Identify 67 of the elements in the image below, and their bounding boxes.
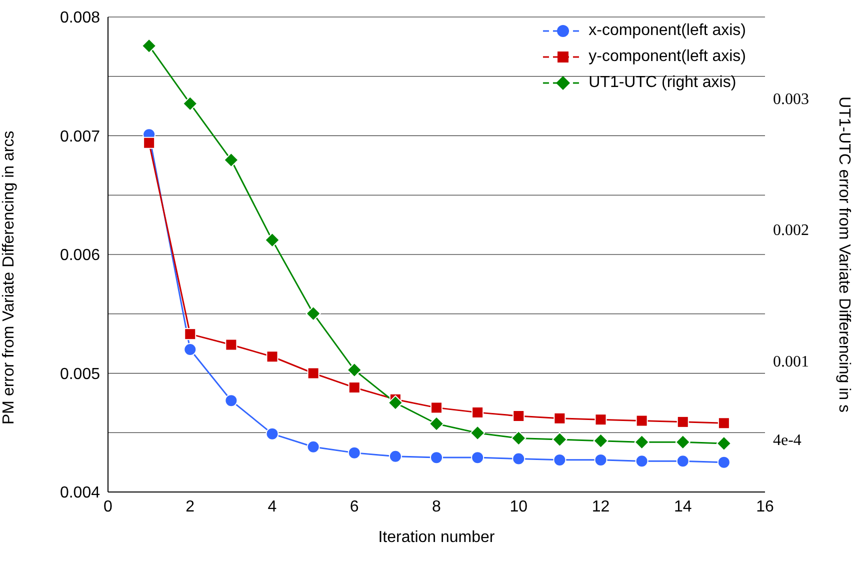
y-tick-label: 0.006 xyxy=(60,247,100,264)
point xyxy=(593,433,608,448)
y-axis-title: PM error from Variate Differencing in arcs xyxy=(0,130,18,424)
point xyxy=(512,410,525,422)
point xyxy=(634,434,650,450)
point xyxy=(224,394,238,408)
point xyxy=(512,452,526,466)
point xyxy=(636,414,648,427)
y-tick-label: 0.008 xyxy=(60,10,100,27)
point xyxy=(142,38,157,54)
point xyxy=(182,96,198,112)
point xyxy=(346,362,362,378)
point xyxy=(429,416,444,432)
x-tick-label: 4 xyxy=(268,498,277,516)
point xyxy=(594,453,608,466)
point xyxy=(266,350,278,363)
point xyxy=(717,456,730,469)
point xyxy=(184,343,197,356)
x-axis-title: Iteration number xyxy=(378,529,496,546)
point xyxy=(266,427,279,440)
point xyxy=(388,395,403,410)
point xyxy=(471,451,484,464)
point xyxy=(224,152,239,168)
y-tick-label: 0.004 xyxy=(60,484,100,502)
x-tick-label: 0 xyxy=(104,498,113,516)
x-tick-label: 10 xyxy=(510,498,528,516)
y-tick-label: 0.005 xyxy=(60,366,100,383)
y-tick-label: 0.007 xyxy=(60,128,100,146)
point xyxy=(306,440,320,454)
point xyxy=(676,454,690,468)
point xyxy=(676,416,689,428)
point xyxy=(264,232,280,248)
x-tick-label: 6 xyxy=(350,498,359,516)
point xyxy=(225,338,238,351)
point xyxy=(635,454,648,468)
x-tick-label: 2 xyxy=(186,498,195,516)
point xyxy=(716,436,732,451)
x-tick-label: 14 xyxy=(674,498,692,516)
legend-label: y-component(left axis) xyxy=(588,48,746,66)
point xyxy=(348,446,361,460)
point xyxy=(306,306,321,322)
point xyxy=(430,402,442,414)
y2-tick-label: 0.001 xyxy=(773,353,809,370)
point xyxy=(675,434,690,450)
legend-label: x-component(left axis) xyxy=(588,22,746,40)
point xyxy=(348,382,360,394)
legend-label: UT1-UTC (right axis) xyxy=(588,74,736,92)
point xyxy=(470,425,486,440)
y2-axis-title: UT1-UTC error from Variate Differencing in s xyxy=(836,96,852,412)
x-tick-label: 12 xyxy=(592,498,610,516)
point xyxy=(594,414,607,426)
x-tick-label: 16 xyxy=(756,498,774,516)
point xyxy=(307,367,320,380)
point xyxy=(554,412,566,424)
point xyxy=(511,430,526,446)
point xyxy=(472,406,484,418)
point xyxy=(718,417,730,430)
point xyxy=(184,328,196,340)
x-tick-label: 8 xyxy=(432,498,442,516)
y2-tick-label: 0.002 xyxy=(773,222,809,240)
point xyxy=(552,432,568,448)
point xyxy=(388,450,402,463)
point xyxy=(553,453,566,466)
point xyxy=(430,451,443,464)
y2-tick-label: 0.003 xyxy=(773,91,809,108)
point xyxy=(143,136,156,149)
y2-tick-label: 4e-4 xyxy=(773,432,802,450)
